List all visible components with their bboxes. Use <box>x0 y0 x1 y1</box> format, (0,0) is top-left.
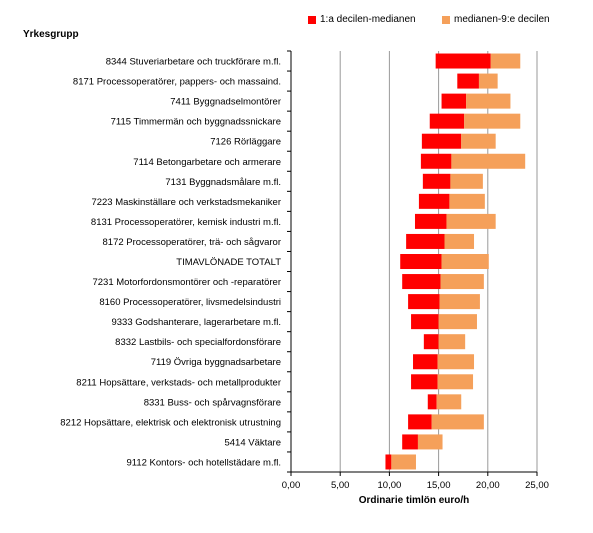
bar-segment-low <box>422 173 451 189</box>
bar-segment-low <box>411 314 439 330</box>
bar-segment-high <box>438 314 477 330</box>
category-label: 8331 Buss- och spårvagnsförare <box>144 397 281 408</box>
bar-segment-high <box>478 73 498 89</box>
category-label: 8211 Hopsättare, verkstads- och metallpr… <box>76 377 281 388</box>
bar-segment-high <box>449 193 485 209</box>
bar-segment-low <box>441 93 467 109</box>
x-tick-label: 10,00 <box>378 480 402 491</box>
bar-segment-high <box>466 93 511 109</box>
bar-segment-low <box>400 254 442 269</box>
bar-segment-low <box>418 193 450 209</box>
bar-segment-low <box>457 73 479 89</box>
x-axis-title: Ordinarie timlön euro/h <box>358 495 470 506</box>
bar-segment-high <box>438 334 466 350</box>
category-label: 7411 Byggnadselmontörer <box>170 97 281 108</box>
legend-swatch-high <box>442 15 450 24</box>
bar-segment-low <box>427 394 437 410</box>
category-label: 5414 Väktare <box>224 437 281 448</box>
legend-swatch-low <box>308 15 316 24</box>
bar-segment-high <box>464 113 521 129</box>
bar-segment-low <box>408 414 432 430</box>
bar-segment-low <box>413 354 438 370</box>
category-label: 7126 Rörläggare <box>210 137 281 148</box>
category-label: 9112 Kontors- och hotellstädare m.fl. <box>126 457 281 468</box>
category-label: 8160 Processoperatörer, livsmedelsindust… <box>99 297 281 308</box>
bar-segment-high <box>431 414 484 430</box>
x-tick-label: 20,00 <box>476 480 500 491</box>
bar-segment-high <box>417 434 443 450</box>
category-label: 8332 Lastbils- och specialfordonsförare <box>115 337 281 348</box>
bar-segment-high <box>440 274 484 290</box>
bar-segment-high <box>450 173 483 189</box>
bar-segment-high <box>451 153 526 169</box>
category-label: 7115 Timmermän och byggnadssnickare <box>111 117 281 128</box>
bar-segment-high <box>439 294 480 310</box>
bar-segment-low <box>402 434 418 450</box>
bar-segment-high <box>446 213 496 229</box>
x-tick-label: 15,00 <box>427 480 451 491</box>
category-label: 7119 Övriga byggnadsarbetare <box>151 357 281 368</box>
category-label: 7131 Byggnadsmålare m.fl. <box>165 177 281 188</box>
bar-segment-high <box>490 53 521 69</box>
legend-item-low: 1:a decilen-medianen <box>308 14 416 25</box>
category-label: 9333 Godshanterare, lagerarbetare m.fl. <box>111 317 281 328</box>
bar-segment-low <box>423 334 439 350</box>
x-tick-label: 25,00 <box>525 480 549 491</box>
category-label: 7223 Maskinställare och verkstadsmekanik… <box>91 197 281 208</box>
bar-segment-low <box>414 213 447 229</box>
bar-segment-low <box>408 294 440 310</box>
category-label: 7114 Betongarbetare och armerare <box>133 157 281 168</box>
bar-segment-high <box>441 254 489 269</box>
legend-label-low: 1:a decilen-medianen <box>320 14 416 25</box>
category-label: 8172 Processoperatörer, trä- och sågvaro… <box>103 237 281 248</box>
category-label: 8212 Hopsättare, elektrisk och elektroni… <box>60 417 281 428</box>
bar-segment-high <box>437 374 474 390</box>
category-label: 8131 Processoperatörer, kemisk industri … <box>91 217 281 228</box>
y-axis-title: Yrkesgrupp <box>23 29 79 40</box>
bar-segment-low <box>420 153 452 169</box>
bar-segment-low <box>411 374 438 390</box>
bar-segment-high <box>436 394 462 410</box>
bar-segment-low <box>402 274 441 290</box>
category-label: 8344 Stuveriarbetare och truckförare m.f… <box>106 57 281 68</box>
x-tick-label: 0,00 <box>282 480 301 491</box>
bar-segment-high <box>461 133 496 149</box>
category-label: TIMAVLÖNADE TOTALT <box>176 257 281 268</box>
legend-label-high: medianen-9:e decilen <box>454 14 550 25</box>
x-tick-label: 5,00 <box>331 480 350 491</box>
bar-segment-high <box>437 354 475 370</box>
category-label: 7231 Motorfordonsmontörer och -reparatör… <box>92 277 281 288</box>
bar-segment-high <box>444 233 475 249</box>
bar-segment-high <box>391 454 416 470</box>
bar-segment-low <box>385 454 392 470</box>
bar-segment-low <box>435 53 491 69</box>
bar-segment-low <box>406 233 445 249</box>
bar-segment-low <box>421 133 462 149</box>
legend-item-high: medianen-9:e decilen <box>442 14 550 25</box>
bar-segment-low <box>429 113 465 129</box>
category-label: 8171 Processoperatörer, pappers- och mas… <box>73 77 281 88</box>
